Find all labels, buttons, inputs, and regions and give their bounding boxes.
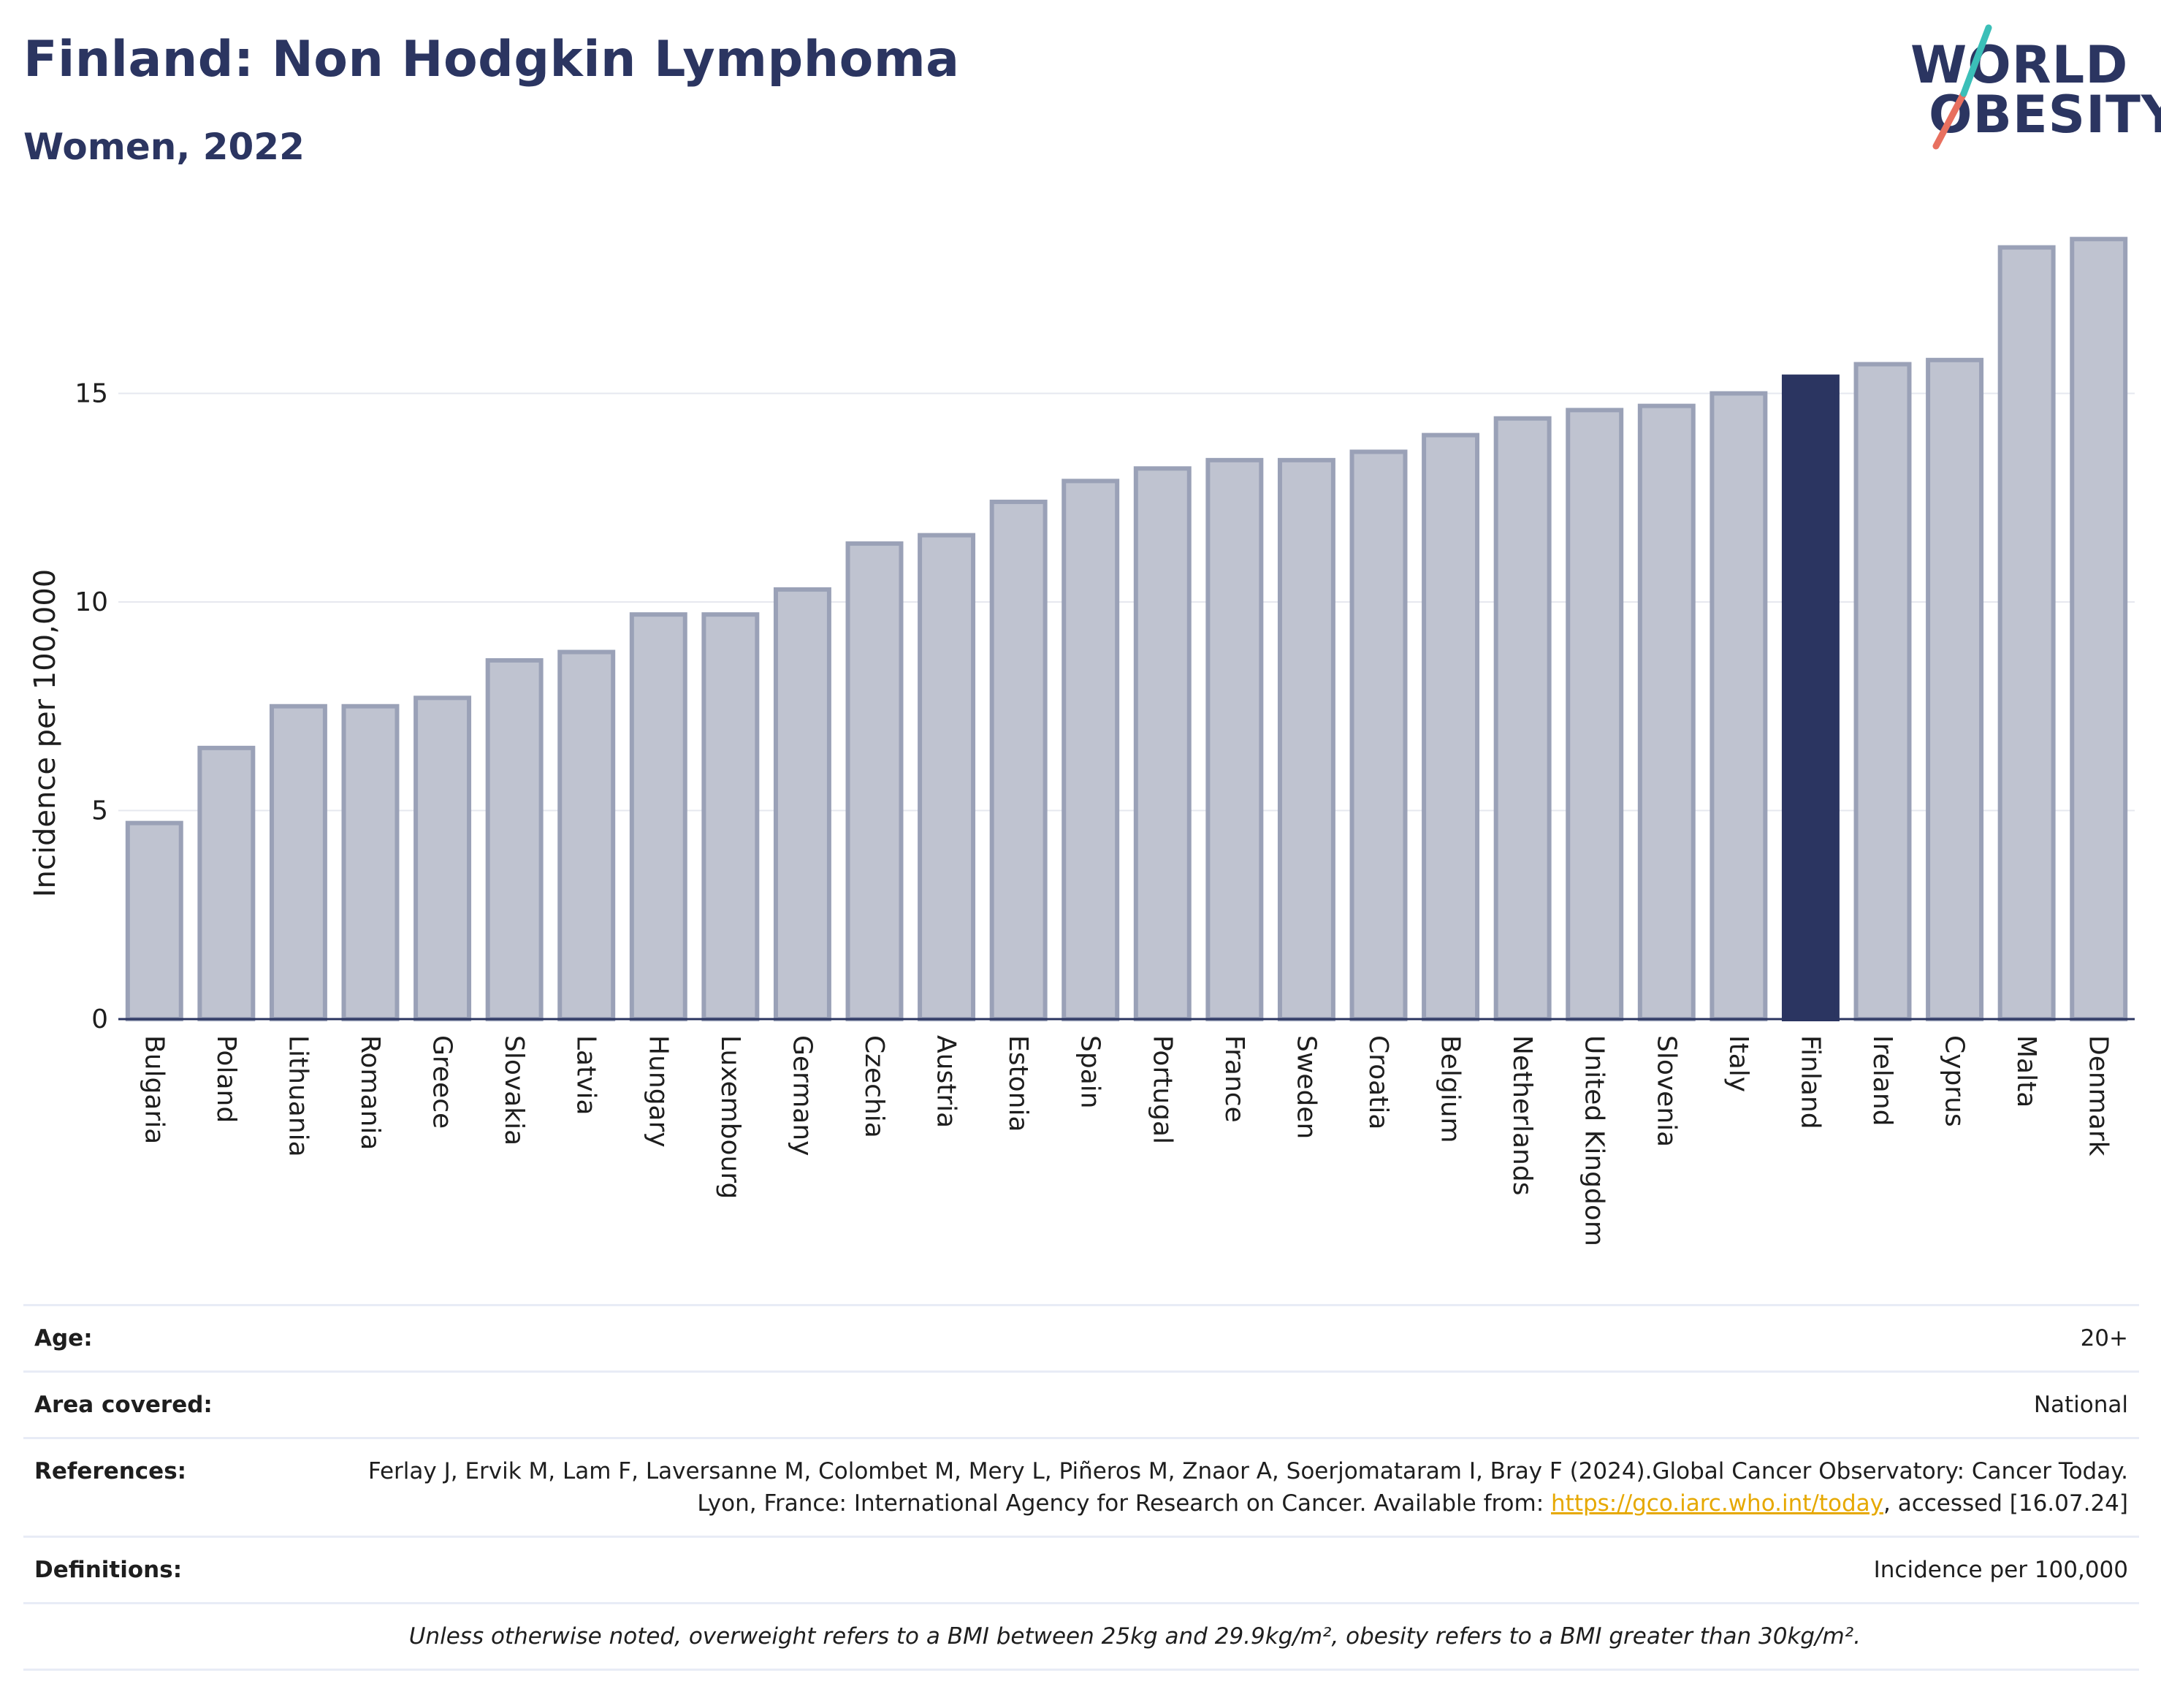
- x-tick-label: Slovenia: [1651, 1035, 1681, 1147]
- x-tick-label: Malta: [2011, 1035, 2041, 1107]
- x-tick-label: Spain: [1075, 1035, 1105, 1109]
- x-tick-label: Portugal: [1147, 1035, 1177, 1144]
- x-tick-label: Belgium: [1436, 1035, 1466, 1143]
- bar-denmark[interactable]: [2070, 237, 2128, 1022]
- y-tick-label: 5: [91, 796, 108, 826]
- info-row-definitions: Definitions: Incidence per 100,000: [23, 1536, 2139, 1602]
- x-tick-label: Czechia: [859, 1035, 889, 1138]
- y-axis-ticks: 0 5 10 15: [75, 379, 108, 1035]
- x-tick-label: Latvia: [571, 1035, 601, 1116]
- x-tick-label: Estonia: [1003, 1035, 1033, 1132]
- bar-portugal[interactable]: [1133, 466, 1192, 1021]
- info-row-note: Unless otherwise noted, overweight refer…: [23, 1602, 2139, 1671]
- definitions-label: Definitions:: [34, 1557, 183, 1583]
- x-axis-ticks: Bulgaria Poland Lithuania Romania Greece Slov…: [139, 1035, 2113, 1246]
- x-tick-label: Netherlands: [1507, 1035, 1537, 1195]
- x-tick-label: Luxembourg: [715, 1035, 745, 1199]
- x-tick-label: Italy: [1723, 1035, 1753, 1092]
- bar-luxembourg[interactable]: [701, 612, 760, 1021]
- info-table: Age: 20+ Area covered: National Referenc…: [23, 1304, 2139, 1671]
- bar-hungary[interactable]: [629, 612, 687, 1021]
- x-tick-label: Bulgaria: [139, 1035, 169, 1144]
- x-tick-label: Hungary: [643, 1035, 673, 1148]
- bar-netherlands[interactable]: [1493, 416, 1552, 1021]
- y-tick-label: 10: [75, 587, 108, 617]
- references-label: References:: [34, 1458, 187, 1484]
- info-row-age: Age: 20+: [23, 1304, 2139, 1370]
- age-label: Age:: [34, 1325, 93, 1351]
- references-link[interactable]: https://gco.iarc.who.int/today: [1551, 1490, 1883, 1517]
- age-value: 20+: [2080, 1325, 2128, 1351]
- bar-poland[interactable]: [197, 745, 256, 1021]
- references-value: Ferlay J, Ervik M, Lam F, Laversanne M, …: [302, 1455, 2128, 1520]
- page-subtitle: Women, 2022: [23, 126, 305, 168]
- bar-romania[interactable]: [341, 704, 400, 1021]
- logo-line-2: OBESITY: [1929, 85, 2161, 145]
- bar-france[interactable]: [1205, 457, 1264, 1021]
- x-tick-label: Cyprus: [1940, 1035, 1970, 1127]
- bars: [125, 237, 2128, 1022]
- bar-italy[interactable]: [1710, 391, 1768, 1021]
- bar-slovenia[interactable]: [1637, 403, 1696, 1021]
- bar-estonia[interactable]: [989, 499, 1048, 1021]
- bar-slovakia[interactable]: [485, 657, 544, 1021]
- bar-malta[interactable]: [1997, 245, 2056, 1021]
- bar-latvia[interactable]: [557, 649, 616, 1022]
- info-row-references: References: Ferlay J, Ervik M, Lam F, La…: [23, 1437, 2139, 1536]
- bar-belgium[interactable]: [1422, 432, 1480, 1022]
- info-row-area: Area covered: National: [23, 1370, 2139, 1437]
- bar-spain[interactable]: [1062, 479, 1120, 1022]
- references-text: Ferlay J, Ervik M, Lam F, Laversanne M, …: [367, 1458, 2128, 1517]
- x-tick-label: Poland: [211, 1035, 241, 1123]
- bar-croatia[interactable]: [1349, 449, 1408, 1021]
- x-tick-label: Greece: [427, 1035, 457, 1129]
- bar-ireland[interactable]: [1853, 362, 1912, 1021]
- bar-finland[interactable]: [1781, 374, 1840, 1022]
- x-tick-label: France: [1219, 1035, 1249, 1123]
- area-value: National: [2033, 1392, 2128, 1418]
- bar-united-kingdom[interactable]: [1566, 408, 1624, 1021]
- bar-bulgaria[interactable]: [125, 820, 183, 1021]
- x-tick-label: Austria: [931, 1035, 961, 1128]
- x-tick-label: Romania: [355, 1035, 385, 1150]
- x-tick-label: Slovakia: [499, 1035, 529, 1145]
- x-tick-label: Germany: [787, 1035, 817, 1156]
- x-tick-label: Sweden: [1291, 1035, 1321, 1139]
- y-tick-label: 15: [75, 379, 108, 409]
- logo-slash-icon: [1932, 24, 1992, 150]
- x-tick-label: Ireland: [1867, 1035, 1897, 1126]
- bar-austria[interactable]: [918, 533, 976, 1021]
- area-label: Area covered:: [34, 1392, 213, 1418]
- bar-sweden[interactable]: [1277, 457, 1335, 1021]
- x-tick-label: Lithuania: [283, 1035, 313, 1157]
- references-accessed: , accessed [16.07.24]: [1883, 1490, 2128, 1517]
- x-tick-label: Croatia: [1363, 1035, 1393, 1129]
- definitions-value: Incidence per 100,000: [1873, 1557, 2128, 1583]
- bar-lithuania[interactable]: [269, 704, 327, 1021]
- bar-czechia[interactable]: [845, 541, 904, 1021]
- x-tick-label: Finland: [1795, 1035, 1825, 1129]
- bar-germany[interactable]: [773, 587, 831, 1021]
- world-obesity-logo: WORLD OBESITY: [1899, 22, 2161, 161]
- y-tick-label: 0: [91, 1004, 108, 1034]
- bar-cyprus[interactable]: [1926, 357, 1984, 1021]
- page-title: Finland: Non Hodgkin Lymphoma: [23, 31, 960, 88]
- bmi-note: Unless otherwise noted, overweight refer…: [408, 1623, 1861, 1650]
- x-tick-label: United Kingdom: [1579, 1035, 1609, 1246]
- y-axis-title: Incidence per 100,000: [28, 569, 62, 898]
- bar-chart: 0 5 10 15 Bulgaria Poland Lithuania Romania Gre…: [28, 237, 2135, 1246]
- x-tick-label: Denmark: [2084, 1035, 2114, 1156]
- bar-greece[interactable]: [413, 695, 472, 1022]
- logo-line-1: WORLD: [1910, 35, 2129, 95]
